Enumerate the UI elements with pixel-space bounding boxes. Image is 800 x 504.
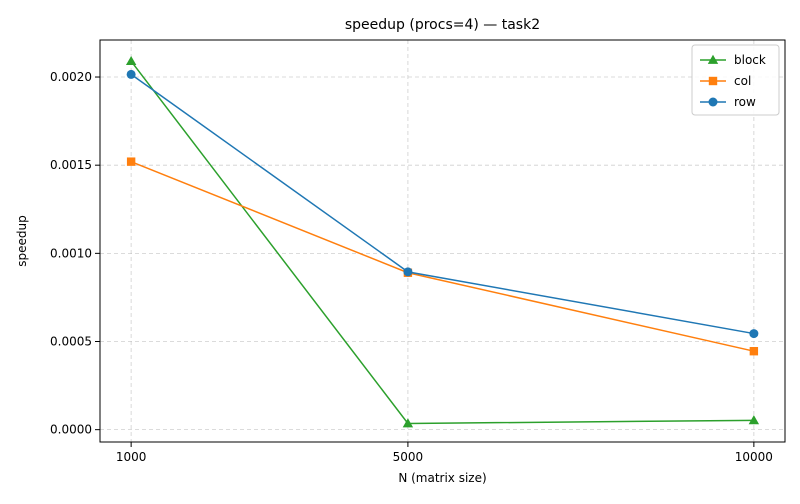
data-point-row	[403, 267, 413, 277]
series-block	[125, 55, 760, 428]
legend-marker	[708, 76, 718, 86]
x-tick-label: 1000	[116, 450, 147, 464]
legend-marker	[707, 54, 719, 64]
y-tick-label: 0.0010	[50, 246, 92, 260]
legend-item-row: row	[700, 95, 756, 109]
data-point-block	[748, 415, 760, 425]
y-tick-label: 0.0020	[50, 70, 92, 84]
x-tick-label: 5000	[393, 450, 424, 464]
legend-label: col	[734, 74, 751, 88]
y-axis-label: speedup	[15, 215, 29, 266]
x-tick-label: 10000	[735, 450, 773, 464]
y-tick-label: 0.0000	[50, 423, 92, 437]
y-axis: 0.0000 0.0005 0.0010 0.0015 0.0020	[50, 70, 100, 437]
data-point-block	[402, 418, 414, 428]
y-tick-label: 0.0005	[50, 335, 92, 349]
data-point-row	[126, 69, 136, 79]
y-tick-label: 0.0015	[50, 158, 92, 172]
data-point-col	[749, 346, 759, 356]
series-row	[126, 69, 759, 339]
legend-item-col: col	[700, 74, 751, 88]
legend-marker	[708, 97, 718, 107]
legend: block col row	[691, 44, 780, 116]
series-layer	[125, 55, 760, 428]
x-axis-label: N (matrix size)	[398, 471, 486, 485]
chart-title: speedup (procs=4) — task2	[345, 17, 540, 33]
plot-area-frame	[99, 39, 786, 443]
legend-label: row	[734, 95, 756, 109]
x-axis: 1000 5000 10000	[116, 442, 773, 464]
legend-label: block	[734, 53, 766, 67]
data-point-row	[749, 329, 759, 339]
legend-item-block: block	[700, 53, 766, 67]
data-point-block	[125, 55, 137, 66]
data-point-col	[126, 157, 136, 166]
